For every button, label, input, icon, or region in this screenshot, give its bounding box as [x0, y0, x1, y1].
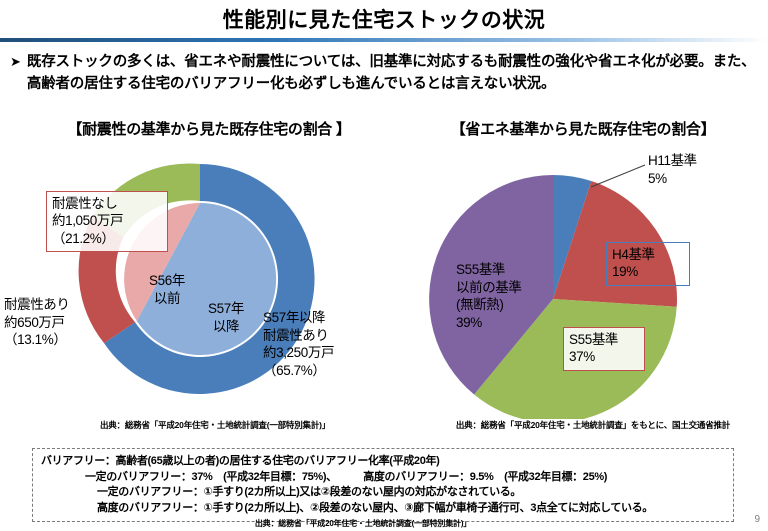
slice-outer-blue — [104, 164, 315, 394]
chevron-right-bullet-icon: ➤ — [10, 54, 21, 69]
slice-before-s55 — [429, 175, 553, 395]
label-before-s55: S55基準 以前の基準 (無断熱) 39% — [456, 262, 522, 330]
label-inner-after-s57: S57年 以降 — [208, 301, 244, 334]
label-has-seismic-old: 耐震性あり 約650万戸 （13.1%） — [4, 297, 70, 348]
label-after-s57-has-seismic: S57年以降 耐震性あり 約3,250万戸 （65.7%） — [263, 310, 335, 378]
slice-inner-lightblue — [136, 202, 277, 355]
title-divider — [0, 38, 768, 42]
page-number: 9 — [754, 514, 760, 525]
note-line-1: バリアフリー：高齢者(65歳以上の者)の居住する住宅のバリアフリー化率(平成20… — [41, 455, 440, 467]
label-h11: H11基準 5% — [648, 153, 697, 186]
label-inner-before-s56: S56年 以前 — [149, 273, 185, 306]
note-source: 出典：総務省「平成20年住宅・土地統計調査(一部特別集計)」 — [254, 519, 472, 529]
leader-line-h11 — [590, 164, 646, 188]
note-line-4: 高度のバリアフリー：①手すり(2カ所以上)、②段差のない屋内、③廊下幅が車椅子通… — [97, 501, 653, 514]
note-line-2: 一定のバリアフリー：37% (平成32年目標：75%)、 高度のバリアフリー：9… — [85, 470, 608, 483]
chart-right-canvas: H11基準 5% H4基準 19% S55基準 37% S55基準 以前の基準 … — [398, 139, 768, 423]
slice-h11 — [553, 175, 592, 299]
callout-s55: S55基準 37% — [563, 327, 645, 371]
callout-h4: H4基準 19% — [606, 242, 690, 286]
lead-text: 既存ストックの多くは、省エネや耐震性については、旧基準に対応するも耐震性の強化や… — [26, 54, 756, 92]
chart-right-title: 【省エネ基準から見た既存住宅の割合】 — [450, 121, 716, 138]
chart-panel-seismic: 【耐震性の基準から見た既存住宅の割合 】 耐震性なし 約1,050万戸 （21.… — [0, 118, 400, 431]
barrier-free-note-box: バリアフリー：高齢者(65歳以上の者)の居住する住宅のバリアフリー化率(平成20… — [32, 448, 734, 528]
chart-left-title: 【耐震性の基準から見た既存住宅の割合 】 — [67, 121, 351, 138]
lead-paragraph: ➤ 既存ストックの多くは、省エネや耐震性については、旧基準に対応するも耐震性の強… — [10, 52, 762, 96]
page-title: 性能別に見た住宅ストックの状況 — [222, 9, 546, 32]
chart-left-canvas: 耐震性なし 約1,050万戸 （21.2%） 耐震性あり 約650万戸 （13.… — [0, 139, 400, 419]
note-line-3: 一定のバリアフリー：①手すり(2カ所以上)又は②段差のない屋内の対応がなされてい… — [97, 486, 522, 499]
slice-h4 — [553, 181, 677, 307]
chart-panel-energy: 【省エネ基準から見た既存住宅の割合】 H11基準 5% H4基準 19% S55… — [398, 118, 768, 431]
chart-left-source: 出典：総務省「平成20年住宅・土地統計調査(一部特別集計)」 — [99, 420, 331, 430]
chart-right-source: 出典：総務省「平成20年住宅・土地統計調査」をもとに、国土交通省推計 — [455, 420, 731, 430]
callout-no-seismic: 耐震性なし 約1,050万戸 （21.2%） — [46, 191, 168, 252]
